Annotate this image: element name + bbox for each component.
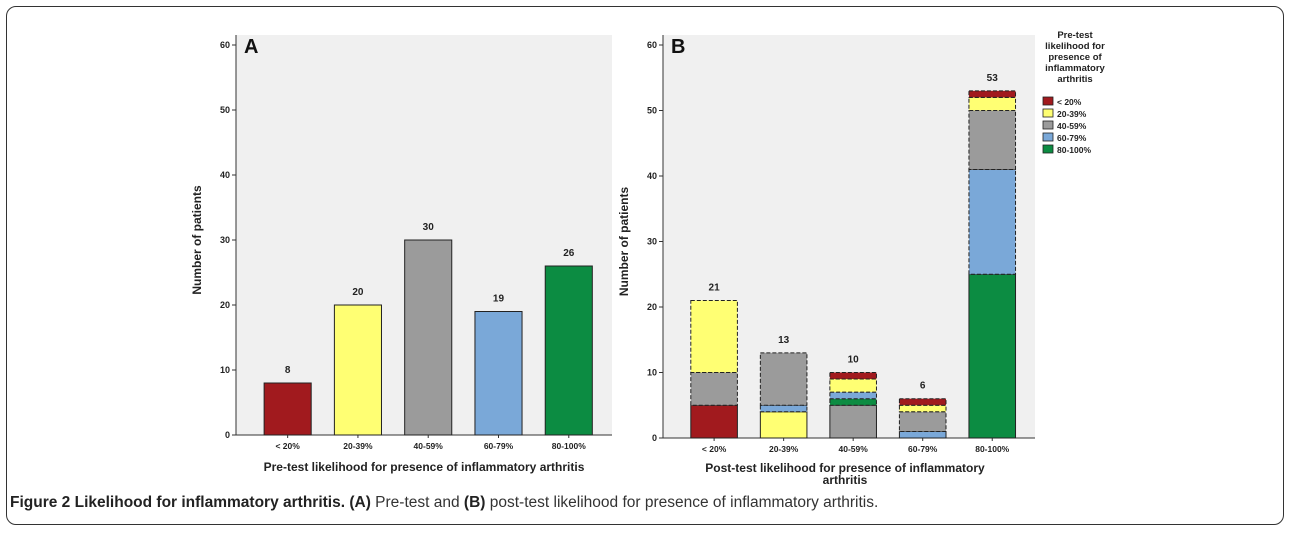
bar	[404, 239, 453, 436]
y-axis-label: Number of patients	[190, 185, 204, 295]
y-tick-label: 30	[647, 237, 657, 247]
legend-swatch	[1042, 108, 1054, 118]
legend-title: likelihood for	[1045, 41, 1105, 52]
y-tick-label: 60	[647, 40, 657, 50]
bar-segment	[829, 391, 877, 400]
panel-a-chart: A 0 10 20 30 40 50 60 < 20% 8 20-39% 20 40-59% 30 60-7…	[190, 35, 612, 474]
data-label: 19	[493, 294, 505, 305]
caption-part-a-label: (A)	[349, 494, 371, 511]
y-axis-label: Number of patients	[617, 187, 631, 297]
data-label: 10	[848, 355, 860, 366]
x-tick-label: 80-100%	[552, 441, 586, 451]
y-tick-label: 10	[220, 365, 230, 375]
x-tick-label: 80-100%	[975, 444, 1009, 454]
data-label: 6	[920, 381, 926, 392]
y-tick-label: 40	[220, 170, 230, 180]
legend-swatch	[1042, 144, 1054, 154]
legend-title: arthritis	[1057, 74, 1092, 85]
bar-segment	[759, 352, 808, 406]
y-tick-label: 50	[220, 105, 230, 115]
x-tick-label: < 20%	[275, 441, 300, 451]
data-label: 30	[423, 222, 435, 233]
y-tick-label: 20	[220, 300, 230, 310]
x-tick-label: < 20%	[702, 444, 727, 454]
bar-segment	[898, 430, 947, 439]
y-tick-label: 50	[647, 106, 657, 116]
bar-segment	[968, 110, 1017, 170]
bar	[544, 265, 593, 436]
legend-label: 20-39%	[1057, 109, 1087, 119]
bar-segment	[968, 273, 1017, 439]
bar-segment	[690, 372, 738, 406]
y-tick-label: 10	[647, 368, 657, 378]
y-tick-label: 20	[647, 302, 657, 312]
bar-segment	[968, 168, 1017, 275]
legend-label: 60-79%	[1057, 133, 1087, 143]
caption-title: Figure 2 Likelihood for inflammatory art…	[10, 494, 346, 511]
caption-text-1: Pre-test and	[370, 494, 464, 511]
legend-label: 40-59%	[1057, 121, 1087, 131]
bar-segment	[690, 404, 738, 439]
bar-segment	[829, 404, 877, 439]
x-tick-label: 20-39%	[769, 444, 799, 454]
y-tick-label: 0	[225, 430, 230, 440]
data-label: 13	[778, 335, 790, 346]
x-tick-label: 60-79%	[908, 444, 938, 454]
legend-title: Pre-test	[1057, 30, 1093, 41]
legend-title: presence of	[1048, 52, 1102, 63]
data-label: 20	[352, 287, 364, 298]
y-tick-label: 60	[220, 40, 230, 50]
x-tick-label: 60-79%	[484, 441, 514, 451]
legend-swatch	[1042, 120, 1054, 130]
legend-swatch	[1042, 96, 1054, 106]
caption-part-b-label: (B)	[463, 494, 486, 511]
bar-segment	[898, 398, 947, 406]
x-axis-label: Pre-test likelihood for presence of infl…	[264, 460, 585, 474]
panel-letter: A	[244, 36, 258, 58]
legend-swatch	[1042, 132, 1054, 142]
bar-segment	[829, 398, 877, 406]
bar	[474, 311, 523, 436]
bar	[263, 382, 312, 436]
bar-segment	[968, 90, 1017, 98]
bar-segment	[759, 411, 808, 439]
y-tick-label: 40	[647, 171, 657, 181]
figure-frame	[6, 6, 1284, 525]
x-tick-label: 40-59%	[839, 444, 869, 454]
x-tick-label: 40-59%	[414, 441, 444, 451]
bar-segment	[690, 299, 738, 374]
x-tick-label: 20-39%	[343, 441, 373, 451]
legend-label: < 20%	[1057, 97, 1082, 107]
bar-segment	[759, 404, 808, 413]
bar-segment	[898, 404, 947, 413]
bar-segment	[898, 411, 947, 432]
data-label: 53	[987, 73, 999, 84]
legend-label: 80-100%	[1057, 145, 1091, 155]
panel-b-chart: B 0 10 20 30 40 50 60 < 20% 21 20-39% 13 40-59% 10 60-…	[617, 35, 1035, 487]
bar-segment	[968, 96, 1017, 112]
y-tick-label: 0	[652, 433, 657, 443]
x-axis-label: Post-test likelihood for presence of inf…	[705, 461, 985, 487]
data-label: 26	[563, 248, 575, 259]
figure-caption: Figure 2 Likelihood for inflammatory art…	[10, 494, 878, 512]
panel-letter: B	[671, 36, 685, 58]
data-label: 8	[285, 365, 291, 376]
bar	[333, 304, 382, 436]
caption-text-2: post-test likelihood for presence of inf…	[485, 494, 879, 511]
y-tick-label: 30	[220, 235, 230, 245]
legend-title: inflammatory	[1045, 63, 1105, 74]
bar-segment	[829, 378, 877, 393]
data-label: 21	[709, 282, 721, 293]
bar-segment	[829, 372, 877, 380]
